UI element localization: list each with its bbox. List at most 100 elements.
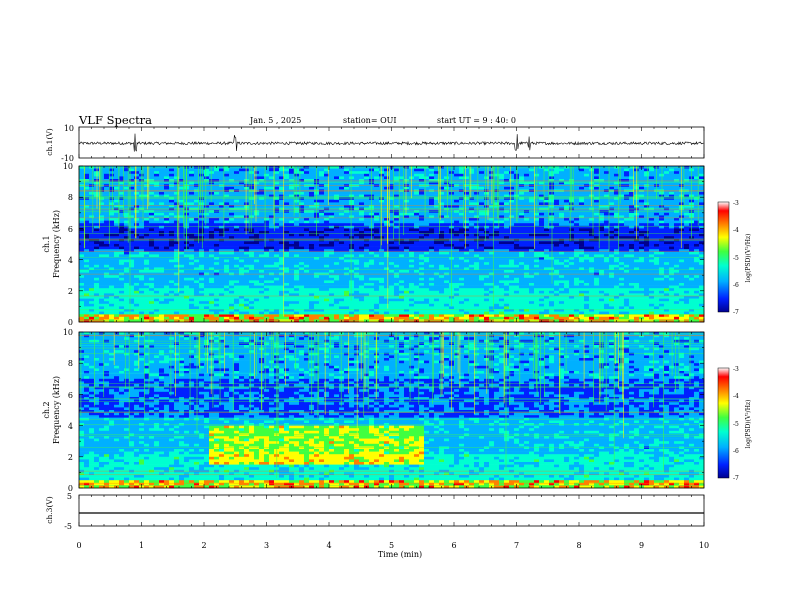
- spectrogram-cell: [204, 241, 210, 245]
- spectrogram-cell: [244, 168, 250, 172]
- spectrogram-cell: [264, 194, 270, 198]
- spectrogram-cell: [84, 309, 90, 312]
- spectrogram-cell: [329, 314, 335, 318]
- spectrogram-cell: [309, 283, 315, 286]
- ch1-wave-tick-top: 10: [64, 124, 74, 133]
- spectrogram-cell: [384, 249, 390, 253]
- spectrogram-cell: [184, 251, 190, 255]
- spectrogram-cell: [289, 275, 295, 279]
- spectrogram-cell: [94, 316, 100, 320]
- spectrogram-cell: [394, 249, 400, 253]
- spectrogram-cell: [469, 267, 475, 271]
- spectrogram-cell: [444, 316, 450, 320]
- spectrogram-cell: [314, 257, 320, 260]
- spectrogram-cell: [264, 262, 270, 266]
- spectrogram-cell: [459, 231, 465, 234]
- spectrogram-cell: [354, 257, 360, 260]
- spectrogram-cell: [434, 293, 440, 297]
- spectrogram-cell: [454, 293, 460, 297]
- spectrogram-cell: [249, 306, 255, 310]
- spectrogram-cell: [239, 215, 245, 219]
- spectrogram-cell: [214, 309, 220, 312]
- spectrogram-cell: [109, 296, 115, 299]
- spectrogram-cell: [174, 259, 180, 263]
- spectrogram-cell: [244, 306, 250, 310]
- spectrogram-cell: [234, 270, 240, 273]
- spectrogram-cell: [269, 231, 275, 234]
- spectrogram-cell: [134, 259, 140, 263]
- spectrogram-cell: [299, 168, 305, 172]
- spectrogram-cell: [154, 290, 160, 294]
- spectrogram-cell: [414, 192, 420, 195]
- spectrogram-cell: [124, 192, 130, 195]
- spectrogram-cell: [339, 220, 345, 224]
- spectrogram-cell: [384, 259, 390, 263]
- spectrogram-cell: [149, 275, 155, 279]
- spectrogram-cell: [389, 168, 395, 172]
- spectrogram-cell: [84, 236, 90, 240]
- spectrogram-cell: [244, 215, 250, 219]
- spectrogram-cell: [139, 293, 145, 297]
- spectrogram-cell: [419, 244, 425, 247]
- spectrogram-cell: [339, 270, 345, 273]
- spectrogram-cell: [229, 207, 235, 211]
- spectrogram-cell: [94, 215, 100, 219]
- spectrogram-cell: [219, 296, 225, 299]
- spectrogram-cell: [459, 202, 465, 206]
- spectrogram-cell: [89, 215, 95, 219]
- spectrogram-cell: [229, 280, 235, 284]
- spectrogram-cell: [354, 199, 360, 203]
- spectrogram-cell: [474, 199, 480, 203]
- spectrogram-cell: [189, 207, 195, 211]
- spectrogram-cell: [349, 283, 355, 286]
- spectrogram-cell: [374, 275, 380, 279]
- spectrogram-cell: [214, 246, 220, 250]
- spectrogram-cell: [414, 259, 420, 263]
- spectrogram-cell: [194, 311, 200, 315]
- spectrogram-cell: [214, 241, 220, 245]
- spectrogram-cell: [429, 246, 435, 250]
- spectrogram-cell: [124, 277, 130, 281]
- spectrogram-cell: [344, 283, 350, 286]
- spectrogram-cell: [409, 316, 415, 320]
- spectrogram-cell: [149, 244, 155, 247]
- spectrogram-cell: [364, 259, 370, 263]
- spectrogram-cell: [439, 246, 445, 250]
- spectrogram-cell: [354, 306, 360, 310]
- spectrogram-cell: [459, 277, 465, 281]
- spectrogram-cell: [124, 173, 130, 177]
- spectrogram-cell: [414, 277, 420, 281]
- spectrogram-cell: [104, 166, 110, 169]
- spectrogram-cell: [454, 257, 460, 260]
- spectrogram-cell: [249, 270, 255, 273]
- spectrogram-cell: [219, 233, 225, 237]
- spectrogram-cell: [354, 168, 360, 172]
- spectrogram-cell: [234, 285, 240, 289]
- spectrogram-cell: [124, 215, 130, 219]
- spectrogram-cell: [129, 309, 135, 312]
- spectrogram-cell: [374, 257, 380, 260]
- spectrogram-cell: [464, 303, 470, 307]
- spectrogram-cell: [164, 296, 170, 299]
- spectrogram-cell: [474, 166, 480, 169]
- spectrogram-cell: [469, 205, 475, 208]
- spectrogram-cell: [479, 173, 485, 177]
- spectrogram-cell: [489, 223, 495, 227]
- spectrogram-cell: [219, 270, 225, 273]
- spectrogram-cell: [184, 293, 190, 297]
- spectrogram-cell: [404, 285, 410, 289]
- spectrogram-cell: [434, 314, 440, 318]
- spectrogram-cell: [424, 186, 430, 190]
- spectrogram-cell: [364, 290, 370, 294]
- spectrogram-cell: [134, 311, 140, 315]
- spectrogram-cell: [219, 220, 225, 224]
- spectrogram-cell: [114, 257, 120, 260]
- spectrogram-cell: [474, 283, 480, 286]
- spectrogram-cell: [109, 179, 115, 182]
- spectrogram-cell: [89, 303, 95, 307]
- spectrogram-cell: [404, 283, 410, 286]
- spectrogram-cell: [224, 215, 230, 219]
- spectrogram-cell: [254, 168, 260, 172]
- spectrogram-cell: [239, 290, 245, 294]
- spectrogram-cell: [179, 283, 185, 286]
